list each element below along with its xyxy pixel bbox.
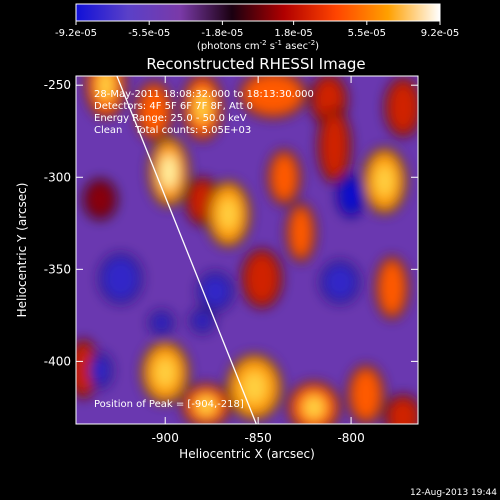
x-tick-label: -900 xyxy=(152,431,179,445)
colorbar-tick-label: 9.2e-05 xyxy=(421,28,459,39)
colorbar-ticks: -9.2e-05 -5.5e-05 -1.8e-05 1.8e-05 5.5e-05 9.… xyxy=(55,21,459,39)
cold-region xyxy=(339,177,363,215)
peak-position-label: Position of Peak = [-904,-218] xyxy=(94,399,244,410)
plot-frame xyxy=(75,75,419,425)
colorbar-units: (photons cm-2 s-1 asec-2) xyxy=(197,39,319,52)
hot-region xyxy=(321,112,348,180)
hot-region xyxy=(289,206,313,259)
y-tick-label: -300 xyxy=(44,170,71,184)
info-line: Detectors: 4F 5F 6F 7F 8F, Att 0 xyxy=(94,101,253,112)
hot-region xyxy=(351,368,381,421)
hot-core xyxy=(242,370,267,404)
y-tick-label: -350 xyxy=(44,262,71,276)
hot-region xyxy=(388,81,418,134)
colorbar-tick-label: 5.5e-05 xyxy=(348,28,386,39)
hot-region xyxy=(271,153,298,202)
x-axis-ticks: -900 -850 -800 xyxy=(152,76,365,445)
chart-title: Reconstructed RHESSI Image xyxy=(146,55,365,73)
hot-region xyxy=(76,342,95,395)
hot-region xyxy=(87,182,114,216)
cold-region xyxy=(152,313,171,332)
intensity-field xyxy=(76,76,418,424)
hot-core xyxy=(195,395,217,416)
cold-region xyxy=(102,256,140,301)
hot-region xyxy=(388,398,418,424)
colorbar-tick-label: -1.8e-05 xyxy=(201,28,243,39)
cold-region xyxy=(323,263,357,301)
hot-core xyxy=(154,357,176,388)
hot-region xyxy=(378,260,405,316)
y-tick-label: -250 xyxy=(44,78,71,92)
colorbar-tick-label: 1.8e-05 xyxy=(274,28,312,39)
cold-region xyxy=(200,274,231,308)
x-tick-label: -800 xyxy=(337,431,364,445)
x-tick-label: -850 xyxy=(245,431,272,445)
colorbar xyxy=(75,3,441,22)
y-axis-label: Heliocentric Y (arcsec) xyxy=(15,183,29,318)
x-axis-label: Heliocentric X (arcsec) xyxy=(179,447,315,461)
cold-region xyxy=(90,355,110,386)
info-line: Energy Range: 25.0 - 50.0 keV xyxy=(94,113,247,124)
hot-core xyxy=(375,164,394,198)
info-line: Clean Total counts: 5.05E+03 xyxy=(94,125,251,136)
hot-region xyxy=(243,76,303,115)
colorbar-tick-label: -5.5e-05 xyxy=(128,28,170,39)
solar-limb-line xyxy=(116,76,257,424)
hot-region xyxy=(245,252,279,305)
info-text: 28-May-2011 18:08:32.000 to 18:13:30.000… xyxy=(94,89,314,136)
y-tick-label: -400 xyxy=(44,354,71,368)
hot-core xyxy=(194,91,211,124)
colorbar-tick-label: -9.2e-05 xyxy=(55,28,97,39)
hot-core xyxy=(160,154,178,189)
info-line: 28-May-2011 18:08:32.000 to 18:13:30.000 xyxy=(94,89,314,100)
hot-core xyxy=(302,395,326,420)
y-axis-ticks: -250 -300 -350 -400 xyxy=(44,78,418,368)
cold-region xyxy=(193,311,212,331)
hot-region xyxy=(139,85,169,137)
hot-core xyxy=(219,197,238,231)
footer-date: 12-Aug-2013 19:44 xyxy=(410,488,497,498)
hot-core xyxy=(97,76,115,102)
